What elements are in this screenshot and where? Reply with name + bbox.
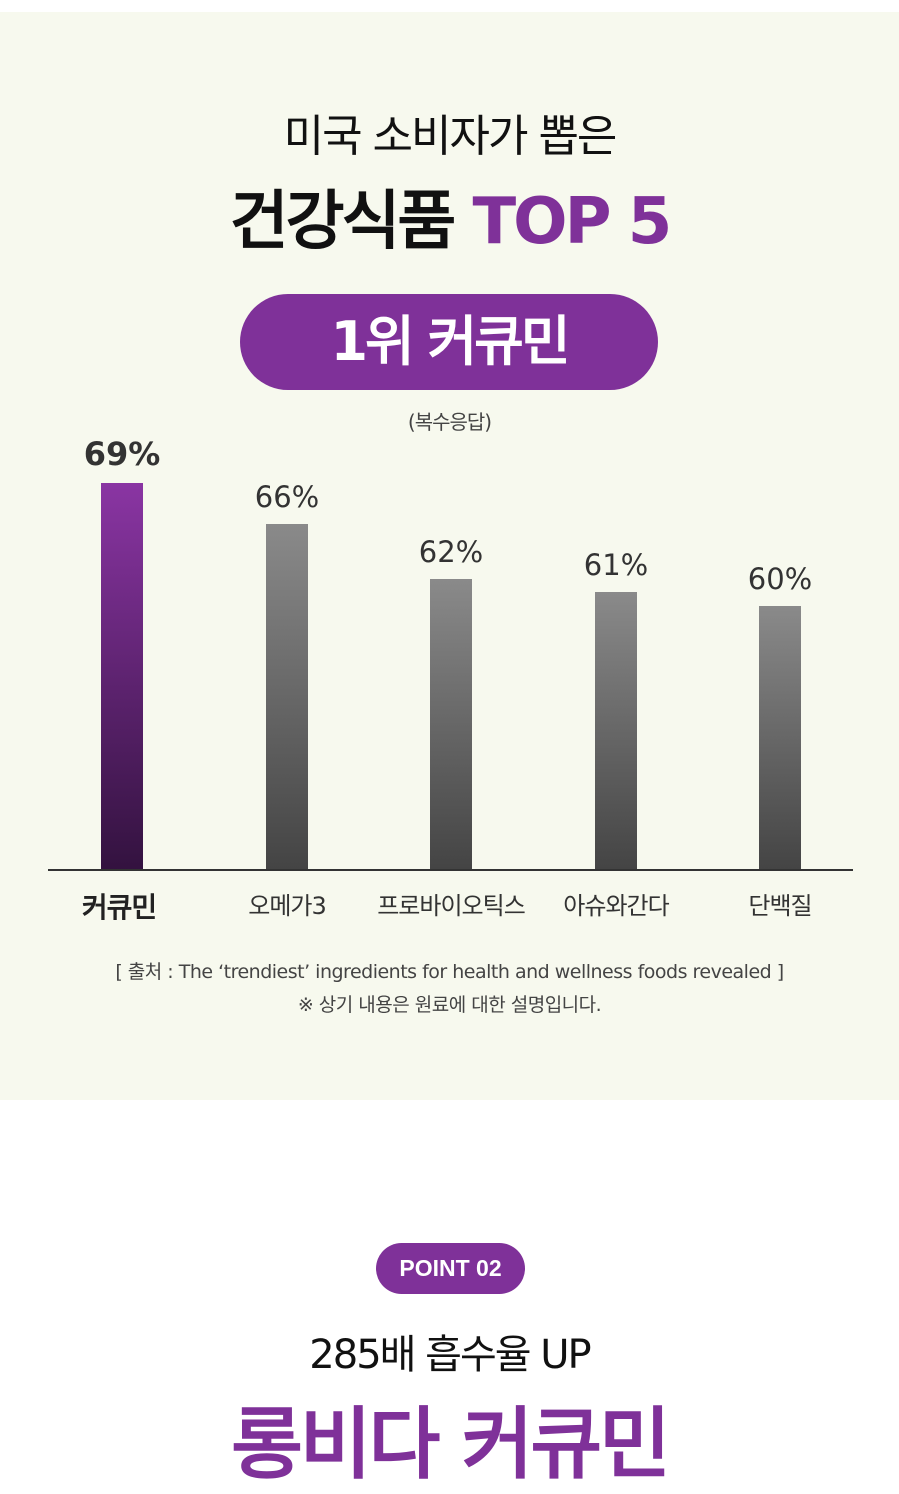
data-label: 60% xyxy=(747,562,813,597)
source-note: [ 출처 : The ‘trendiest’ ingredients for h… xyxy=(0,956,899,1022)
data-label: 61% xyxy=(583,548,649,583)
subtitle: 미국 소비자가 뽑은 xyxy=(283,111,618,162)
disclaimer-line: ※ 상기 내용은 원료에 대한 설명입니다. xyxy=(297,994,602,1016)
data-label: 66% xyxy=(254,480,320,515)
bar-1 xyxy=(266,524,308,870)
bar-3 xyxy=(595,592,637,870)
category-label: 프로바이오틱스 xyxy=(377,892,526,920)
point-badge: POINT 02 xyxy=(376,1243,525,1294)
x-axis-line xyxy=(48,869,853,871)
bar-4 xyxy=(759,606,801,870)
title-main: 건강식품 xyxy=(229,185,457,259)
data-label: 69% xyxy=(83,435,161,474)
page-title: 건강식품 TOP 5 xyxy=(0,170,899,262)
bar-2 xyxy=(430,578,472,870)
category-label: 오메가3 xyxy=(248,892,327,920)
bar-0 xyxy=(101,483,143,870)
source-line: [ 출처 : The ‘trendiest’ ingredients for h… xyxy=(115,961,784,983)
chart-note: (복수응답) xyxy=(407,410,492,434)
category-label: 단백질 xyxy=(748,892,812,920)
point-headline: 285배 흡수율 UP xyxy=(309,1332,591,1378)
category-label: 커큐민 xyxy=(81,891,157,924)
category-label: 아슈와간다 xyxy=(563,892,669,920)
rank-badge: 1위 커큐민 xyxy=(240,294,658,390)
title-accent: TOP 5 xyxy=(472,185,673,259)
chart-panel xyxy=(0,12,899,1100)
data-label: 62% xyxy=(418,534,484,569)
point-title: 롱비다 커큐민 xyxy=(231,1400,671,1490)
